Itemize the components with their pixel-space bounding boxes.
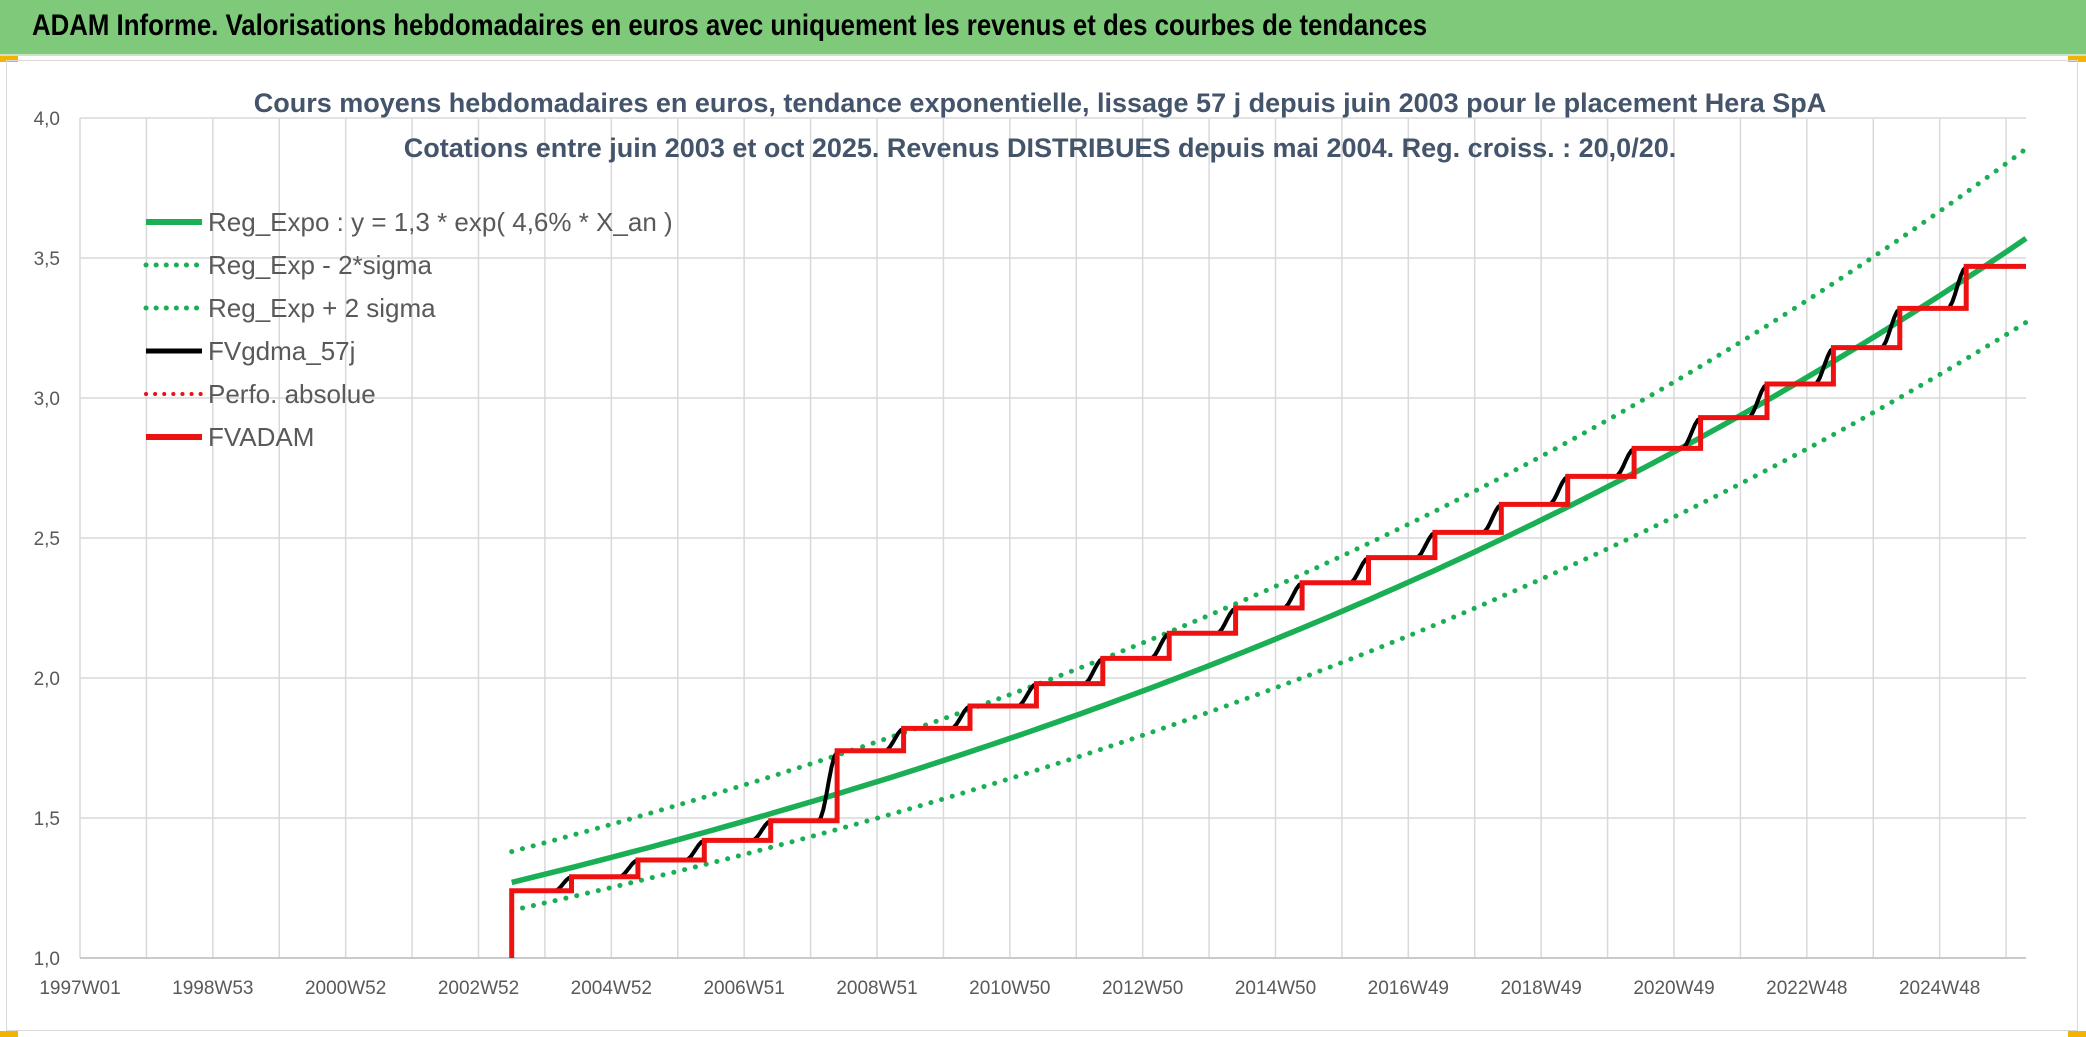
x-tick-label: 2022W48 xyxy=(1766,978,1847,999)
x-tick-label: 1998W53 xyxy=(172,978,253,999)
x-tick-label: 2024W48 xyxy=(1899,978,1980,999)
series-reg-exp-minus-2-sigma xyxy=(509,319,2029,913)
y-tick-label: 2,0 xyxy=(34,669,60,690)
x-tick-label: 2018W49 xyxy=(1500,978,1581,999)
y-tick-label: 3,0 xyxy=(34,389,60,410)
legend-fvgdma-57j-label: FVgdma_57j xyxy=(208,336,355,366)
corner-marker-bottom-right xyxy=(2068,1031,2086,1037)
corner-marker-bottom-left xyxy=(0,1031,18,1037)
x-tick-label: 2000W52 xyxy=(305,978,386,999)
legend: Reg_Expo : y = 1,3 * exp( 4,6% * X_an ) R… xyxy=(143,207,673,452)
report-banner: ADAM Informe. Valorisations hebdomadaire… xyxy=(0,0,2086,56)
x-tick-label: 2012W50 xyxy=(1102,978,1183,999)
x-tick-label: 2014W50 xyxy=(1235,978,1316,999)
x-tick-label: 2002W52 xyxy=(438,978,519,999)
chart-title: Cours moyens hebdomadaires en euros, ten… xyxy=(254,88,1827,163)
x-tick-label: 2010W50 xyxy=(969,978,1050,999)
legend-reg-exp-minus-2-sigma-label: Reg_Exp - 2*sigma xyxy=(208,250,433,280)
series-fvgdma-57j xyxy=(511,264,2026,893)
chart-title-line-1: Cours moyens hebdomadaires en euros, ten… xyxy=(254,88,1827,118)
chart-frame xyxy=(6,60,2078,1031)
legend-reg-exp-plus-2-sigma-label: Reg_Exp + 2 sigma xyxy=(208,293,436,323)
legend-reg-expo-label: Reg_Expo : y = 1,3 * exp( 4,6% * X_an ) xyxy=(208,207,673,237)
y-tick-label: 2,5 xyxy=(34,529,60,550)
x-tick-label: 2020W49 xyxy=(1633,978,1714,999)
series-reg-expo xyxy=(511,236,2028,886)
y-tick-label: 4,0 xyxy=(34,109,60,130)
x-tick-label: 2016W49 xyxy=(1368,978,1449,999)
report-title: ADAM Informe. Valorisations hebdomadaire… xyxy=(32,9,1428,42)
x-tick-label: 1997W01 xyxy=(39,978,120,999)
x-tick-label: 2008W51 xyxy=(836,978,917,999)
x-tick-label: 2004W52 xyxy=(571,978,652,999)
grid xyxy=(79,117,2026,959)
y-tick-label: 1,5 xyxy=(34,809,60,830)
axes: 1,0 1,5 2,0 2,5 3,0 3,5 4,0 1997W01 1998W53 2000W… xyxy=(34,109,2026,999)
legend-perfo-absolue-label: Perfo. absolue xyxy=(208,379,376,409)
series xyxy=(509,146,2029,959)
x-tick-label: 2006W51 xyxy=(703,978,784,999)
series-reg-exp-plus-2-sigma xyxy=(509,146,2029,855)
chart-title-line-2: Cotations entre juin 2003 et oct 2025. R… xyxy=(404,133,1676,163)
series-fvadam xyxy=(509,263,2026,959)
legend-fvadam-label: FVADAM xyxy=(208,422,314,452)
corner-marker-right xyxy=(2068,56,2086,62)
corner-marker-left xyxy=(0,56,18,62)
y-tick-label: 1,0 xyxy=(34,949,60,970)
y-tick-label: 3,5 xyxy=(34,249,60,270)
